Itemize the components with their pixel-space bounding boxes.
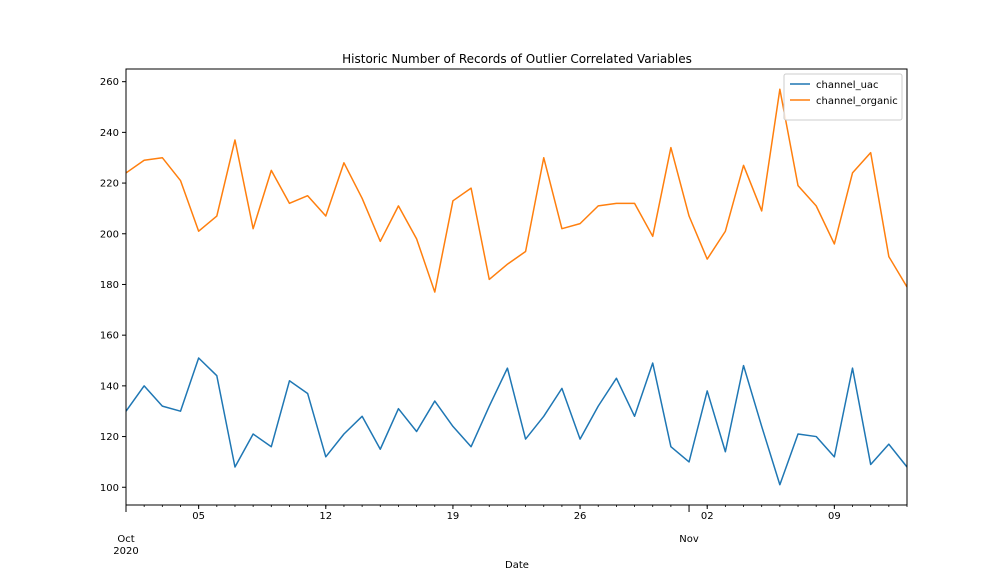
legend-box — [783, 73, 903, 121]
x-tick-label: 05 — [192, 511, 205, 522]
x-tick-label: 09 — [828, 511, 841, 522]
series-line-channel-organic — [126, 88, 907, 293]
y-tick-label: 200 — [100, 229, 119, 240]
x-tick-label: 12 — [319, 511, 332, 522]
y-tick-label: 100 — [100, 483, 119, 494]
y-tick-label: 180 — [100, 280, 119, 291]
y-axis: 100 120 140 160 180 200 220 240 260 — [100, 77, 126, 494]
chart-title: Historic Number of Records of Outlier Co… — [342, 52, 692, 66]
y-tick-label: 260 — [100, 77, 119, 88]
x-tick-label: 02 — [701, 511, 714, 522]
y-tick-label: 140 — [100, 381, 119, 392]
legend: channel_uac channel_organic — [783, 73, 903, 121]
y-tick-label: 160 — [100, 331, 119, 342]
y-tick-label: 120 — [100, 432, 119, 443]
series-line-channel-uac — [126, 357, 907, 486]
x-axis-label: Date — [505, 560, 529, 571]
x-tick-label: 19 — [447, 511, 460, 522]
plot-area-frame — [125, 68, 908, 506]
y-tick-label: 240 — [100, 128, 119, 139]
legend-label: channel_organic — [816, 96, 898, 107]
series-layer — [126, 88, 907, 486]
legend-label: channel_uac — [816, 80, 879, 91]
y-tick-label: 220 — [100, 179, 119, 190]
x-major-tick-label: Oct — [117, 534, 134, 545]
x-major-tick-label: Nov — [679, 534, 699, 545]
x-major-tick-label: 2020 — [113, 546, 138, 557]
x-tick-label: 26 — [574, 511, 587, 522]
